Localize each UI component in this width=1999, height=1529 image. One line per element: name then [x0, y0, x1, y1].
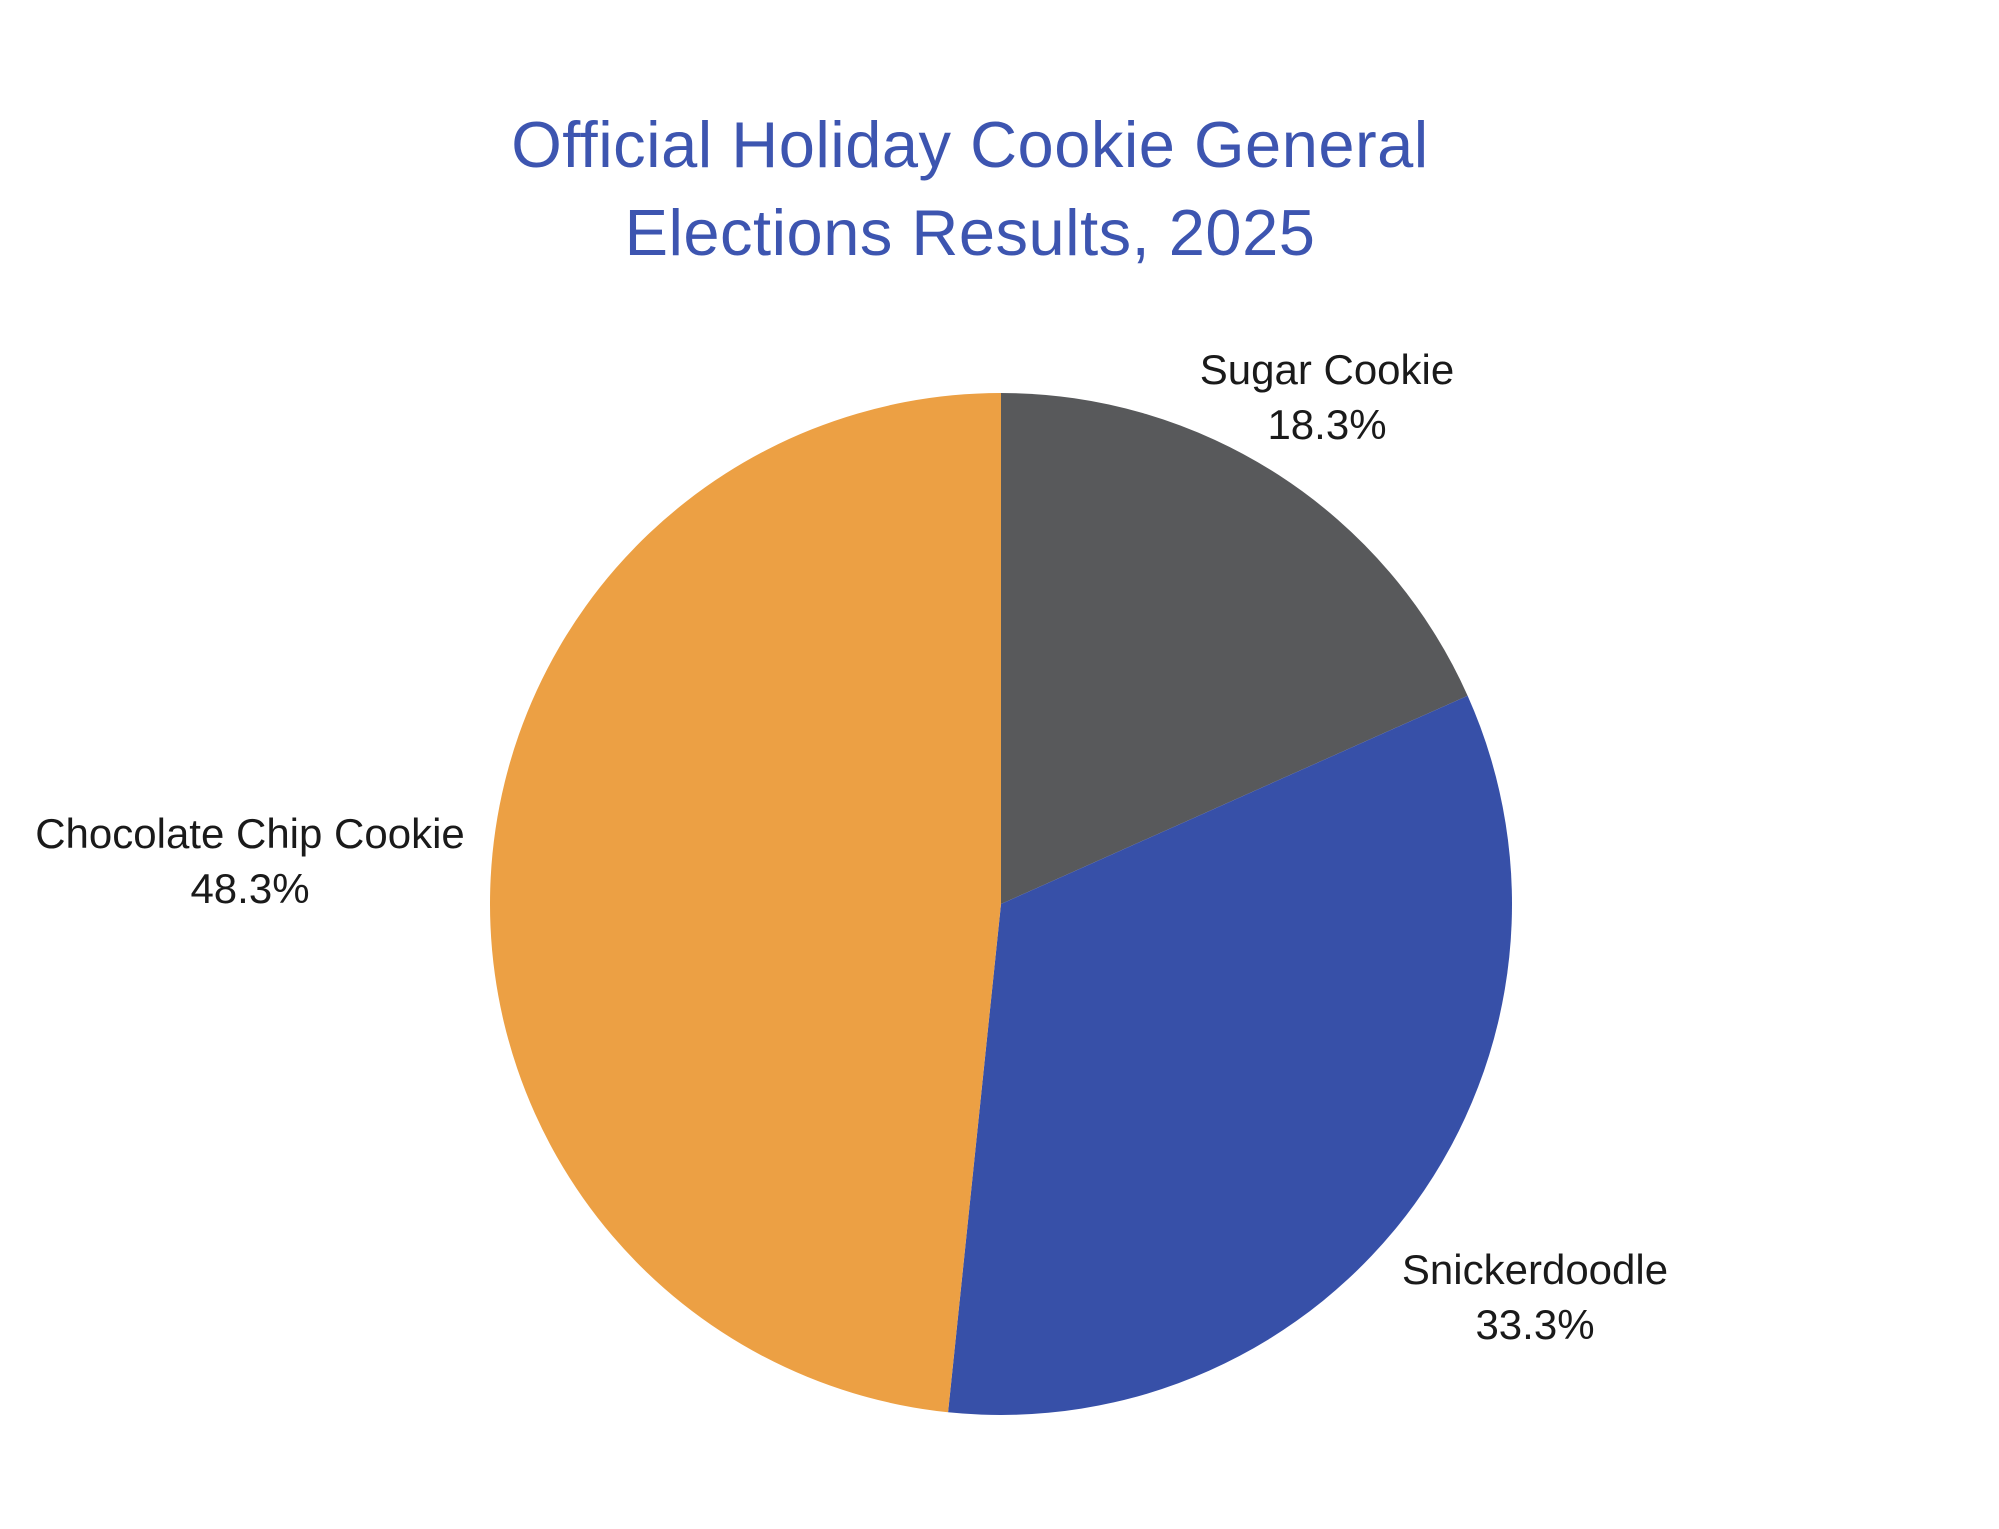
chart-title-line-2: Elections Results, 2025 — [624, 196, 1316, 269]
pie-slice-chocolate-chip-cookie — [490, 393, 1001, 1413]
slice-label-chocolate-chip-cookie-percent: 48.3% — [190, 865, 310, 912]
slice-label-chocolate-chip-cookie-name: Chocolate Chip Cookie — [35, 810, 465, 857]
slice-label-snickerdoodle-percent: 33.3% — [1475, 1301, 1595, 1348]
slice-label-chocolate-chip-cookie: Chocolate Chip Cookie 48.3% — [0, 806, 500, 916]
slice-label-snickerdoodle-name: Snickerdoodle — [1401, 1246, 1669, 1293]
chart-title-line-1: Official Holiday Cookie General — [511, 108, 1429, 181]
chart-title: Official Holiday Cookie General Election… — [0, 101, 1940, 277]
pie-chart — [490, 393, 1512, 1415]
pie-slice-sugar-cookie — [1001, 393, 1468, 904]
slice-label-sugar-cookie-percent: 18.3% — [1267, 401, 1387, 448]
slice-label-sugar-cookie: Sugar Cookie 18.3% — [1077, 342, 1577, 452]
pie-slice-snickerdoodle — [948, 695, 1512, 1415]
slice-label-snickerdoodle: Snickerdoodle 33.3% — [1285, 1242, 1785, 1352]
slice-label-sugar-cookie-name: Sugar Cookie — [1199, 346, 1455, 393]
